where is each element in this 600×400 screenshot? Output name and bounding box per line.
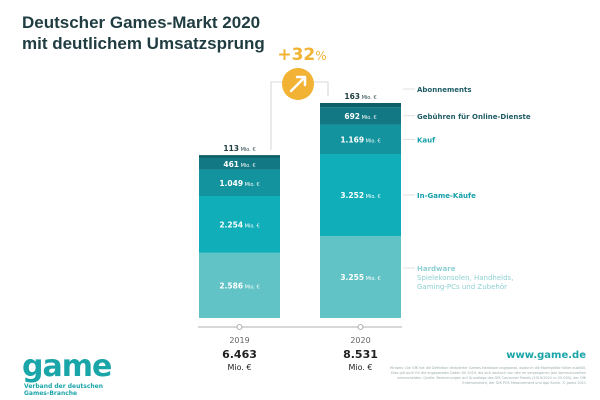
data-label: 113 Mio. €: [223, 144, 255, 153]
axis-tick: [357, 324, 364, 330]
game-logo: game: [22, 349, 112, 384]
total-unit: Mio. €: [227, 363, 251, 372]
data-label: 2.586 Mio. €: [219, 281, 259, 290]
legend-label: In-Game-Käufe: [417, 192, 476, 200]
data-label: 3.255 Mio. €: [340, 273, 380, 282]
growth-bracket-right: [313, 81, 329, 96]
category-label: 2020: [350, 336, 370, 345]
data-label: 163 Mio. €: [344, 92, 376, 101]
legend-label: Kauf: [417, 136, 436, 144]
website-link[interactable]: www.game.de: [506, 350, 586, 361]
data-label: 2.254 Mio. €: [219, 220, 259, 229]
data-label: 692 Mio. €: [344, 112, 376, 121]
bar-segment: [199, 252, 280, 318]
category-label: 2019: [229, 336, 249, 345]
legend-sublabel: Spielekonsolen, Handhelds,: [417, 274, 513, 282]
growth-label: +32%: [277, 45, 326, 65]
bar-segment: [320, 107, 401, 125]
bar-segment: [199, 169, 280, 197]
legend-label: Hardware: [417, 265, 456, 273]
logo-subtitle: Verband der deutschen Games-Branche: [24, 383, 103, 397]
bar-segment: [320, 235, 401, 318]
footnote: Hinweis: Die GfK hat die Definition dedi…: [389, 366, 586, 385]
legend-label: Gebühren für Online-Dienste: [417, 113, 531, 121]
axis-tick: [236, 324, 243, 330]
bar-segment: [199, 157, 280, 170]
bar-segment: [320, 124, 401, 155]
total-value: 8.531: [343, 348, 378, 361]
legend-sublabel: Gaming-PCs und Zubehör: [417, 283, 507, 291]
data-label: 3.252 Mio. €: [340, 191, 380, 200]
arrow-up-right-icon: [289, 75, 307, 93]
bar-segment: [199, 196, 280, 253]
growth-bracket-left: [270, 81, 283, 150]
bar-segment: [320, 154, 401, 236]
bar-segment: [199, 155, 280, 158]
data-label: 1.169 Mio. €: [340, 135, 380, 144]
bar-segment: [320, 103, 401, 108]
total-unit: Mio. €: [348, 363, 372, 372]
total-value: 6.463: [222, 348, 257, 361]
page-title: Deutscher Games-Markt 2020 mit deutliche…: [22, 13, 265, 53]
data-label: 461 Mio. €: [223, 160, 255, 169]
legend-label: Abonnements: [417, 86, 472, 94]
data-label: 1.049 Mio. €: [219, 179, 259, 188]
